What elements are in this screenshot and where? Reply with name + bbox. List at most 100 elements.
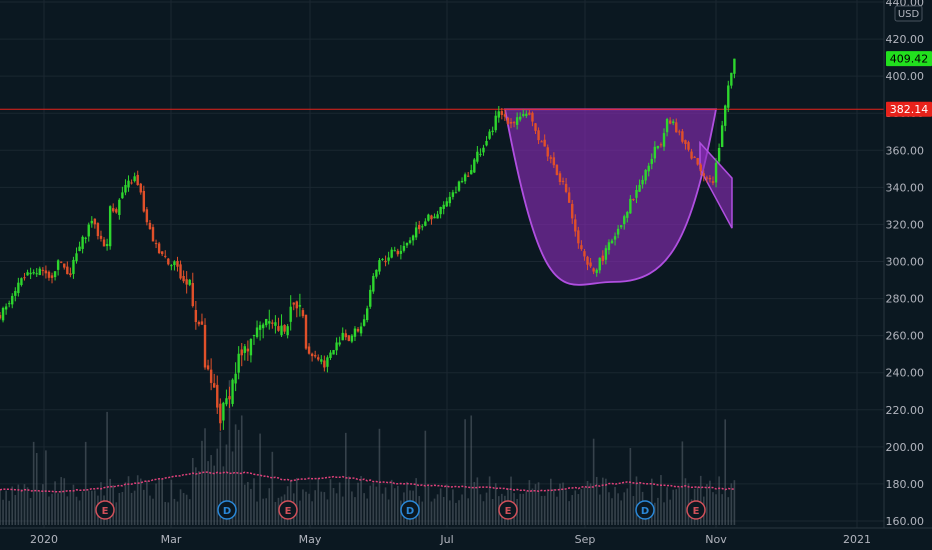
time-tick-label: Nov xyxy=(705,533,727,546)
cup-pattern[interactable] xyxy=(503,108,718,286)
volume-bar xyxy=(32,441,35,525)
volume-bar xyxy=(442,496,445,525)
volume-bar xyxy=(602,477,604,525)
volume-bar xyxy=(553,489,555,525)
currency-badge[interactable]: USD xyxy=(894,5,923,22)
candle-body xyxy=(292,302,295,305)
volume-bar xyxy=(259,433,261,525)
dividend-marker[interactable]: D xyxy=(635,500,655,520)
candle-body xyxy=(635,189,638,198)
volume-bar xyxy=(152,498,154,525)
candle-body xyxy=(564,183,568,192)
candle-body xyxy=(656,145,660,149)
earnings-marker[interactable]: E xyxy=(278,500,298,520)
candle-body xyxy=(26,272,29,276)
dividend-marker[interactable]: D xyxy=(217,500,237,520)
candle-body xyxy=(522,114,525,117)
event-marker-circle xyxy=(278,500,298,520)
volume-bar xyxy=(344,432,347,525)
volume-bar xyxy=(201,440,203,525)
candle-body xyxy=(280,325,283,336)
volume-bar xyxy=(458,500,460,525)
volume-bar xyxy=(182,493,185,525)
volume-bar xyxy=(320,491,323,525)
candle-body xyxy=(326,357,329,367)
candle-body xyxy=(35,273,38,275)
volume-bar xyxy=(5,490,7,525)
volume-bar xyxy=(611,498,613,525)
volume-bar xyxy=(48,496,50,525)
candle-body xyxy=(231,379,234,404)
volume-bar xyxy=(393,488,396,525)
earnings-marker[interactable]: E xyxy=(95,500,115,520)
candle-body xyxy=(537,130,540,141)
volume-bar xyxy=(146,480,148,525)
candle-body xyxy=(14,290,17,296)
volume-bar xyxy=(626,488,629,525)
price-tick-label: 400.00 xyxy=(886,70,925,83)
candle-body xyxy=(479,153,482,155)
volume-bar xyxy=(608,492,610,525)
earnings-marker[interactable]: E xyxy=(498,500,518,520)
candle-body xyxy=(307,346,311,354)
candle-body xyxy=(457,181,461,191)
candle-body xyxy=(454,192,458,194)
candle-body xyxy=(644,170,647,181)
candle-body xyxy=(638,184,641,192)
volume-bar xyxy=(464,419,466,525)
event-marker-label: E xyxy=(285,506,292,517)
dividend-marker[interactable]: D xyxy=(400,500,420,520)
earnings-marker[interactable]: E xyxy=(686,500,706,520)
candle-body xyxy=(60,261,63,263)
candle-body xyxy=(485,140,488,146)
candle-body xyxy=(301,310,305,317)
event-marker-label: D xyxy=(223,506,231,517)
volume-bar xyxy=(234,424,237,525)
price-tick-label: 180.00 xyxy=(886,478,925,491)
price-tick-label: 160.00 xyxy=(886,515,925,528)
candle-body xyxy=(234,373,237,384)
volume-bar xyxy=(449,500,451,525)
volume-bar xyxy=(198,471,200,525)
candle-body xyxy=(289,306,292,322)
candle-body xyxy=(32,272,35,274)
candle-body xyxy=(118,199,121,215)
candle-body xyxy=(491,130,494,132)
candlestick-series xyxy=(0,58,736,431)
volume-bar xyxy=(143,489,145,525)
event-marker-circle xyxy=(686,500,706,520)
volume-bar xyxy=(26,487,29,525)
volume-bar xyxy=(724,419,727,525)
candle-body xyxy=(295,301,299,309)
candle-body xyxy=(711,181,715,183)
candle-body xyxy=(466,175,470,177)
volume-bar xyxy=(397,485,399,525)
candle-body xyxy=(574,219,577,232)
volume-bar xyxy=(0,489,1,525)
candle-body xyxy=(335,342,338,351)
volume-bar xyxy=(372,483,375,525)
currency-label: USD xyxy=(898,9,920,20)
volume-bar xyxy=(592,438,595,525)
last-price-tag: 409.42 xyxy=(886,51,932,67)
candle-body xyxy=(436,214,439,219)
volume-bar xyxy=(240,415,243,525)
candle-body xyxy=(243,346,246,353)
time-tick-label: 2021 xyxy=(843,533,871,546)
candle-body xyxy=(194,309,198,323)
volume-bar xyxy=(427,485,430,525)
price-tick-label: 440.00 xyxy=(886,0,925,9)
volume-bar xyxy=(375,486,378,525)
volume-bar xyxy=(485,492,488,525)
volume-bar xyxy=(491,498,494,525)
candle-body xyxy=(96,223,100,237)
candle-body xyxy=(112,208,115,212)
candle-body xyxy=(473,159,476,173)
time-tick-label: May xyxy=(299,533,322,546)
candle-body xyxy=(690,151,693,159)
last-price-tag-label: 409.42 xyxy=(890,53,929,66)
volume-bar xyxy=(620,500,622,525)
candle-body xyxy=(528,112,531,115)
volume-bar xyxy=(161,479,163,525)
